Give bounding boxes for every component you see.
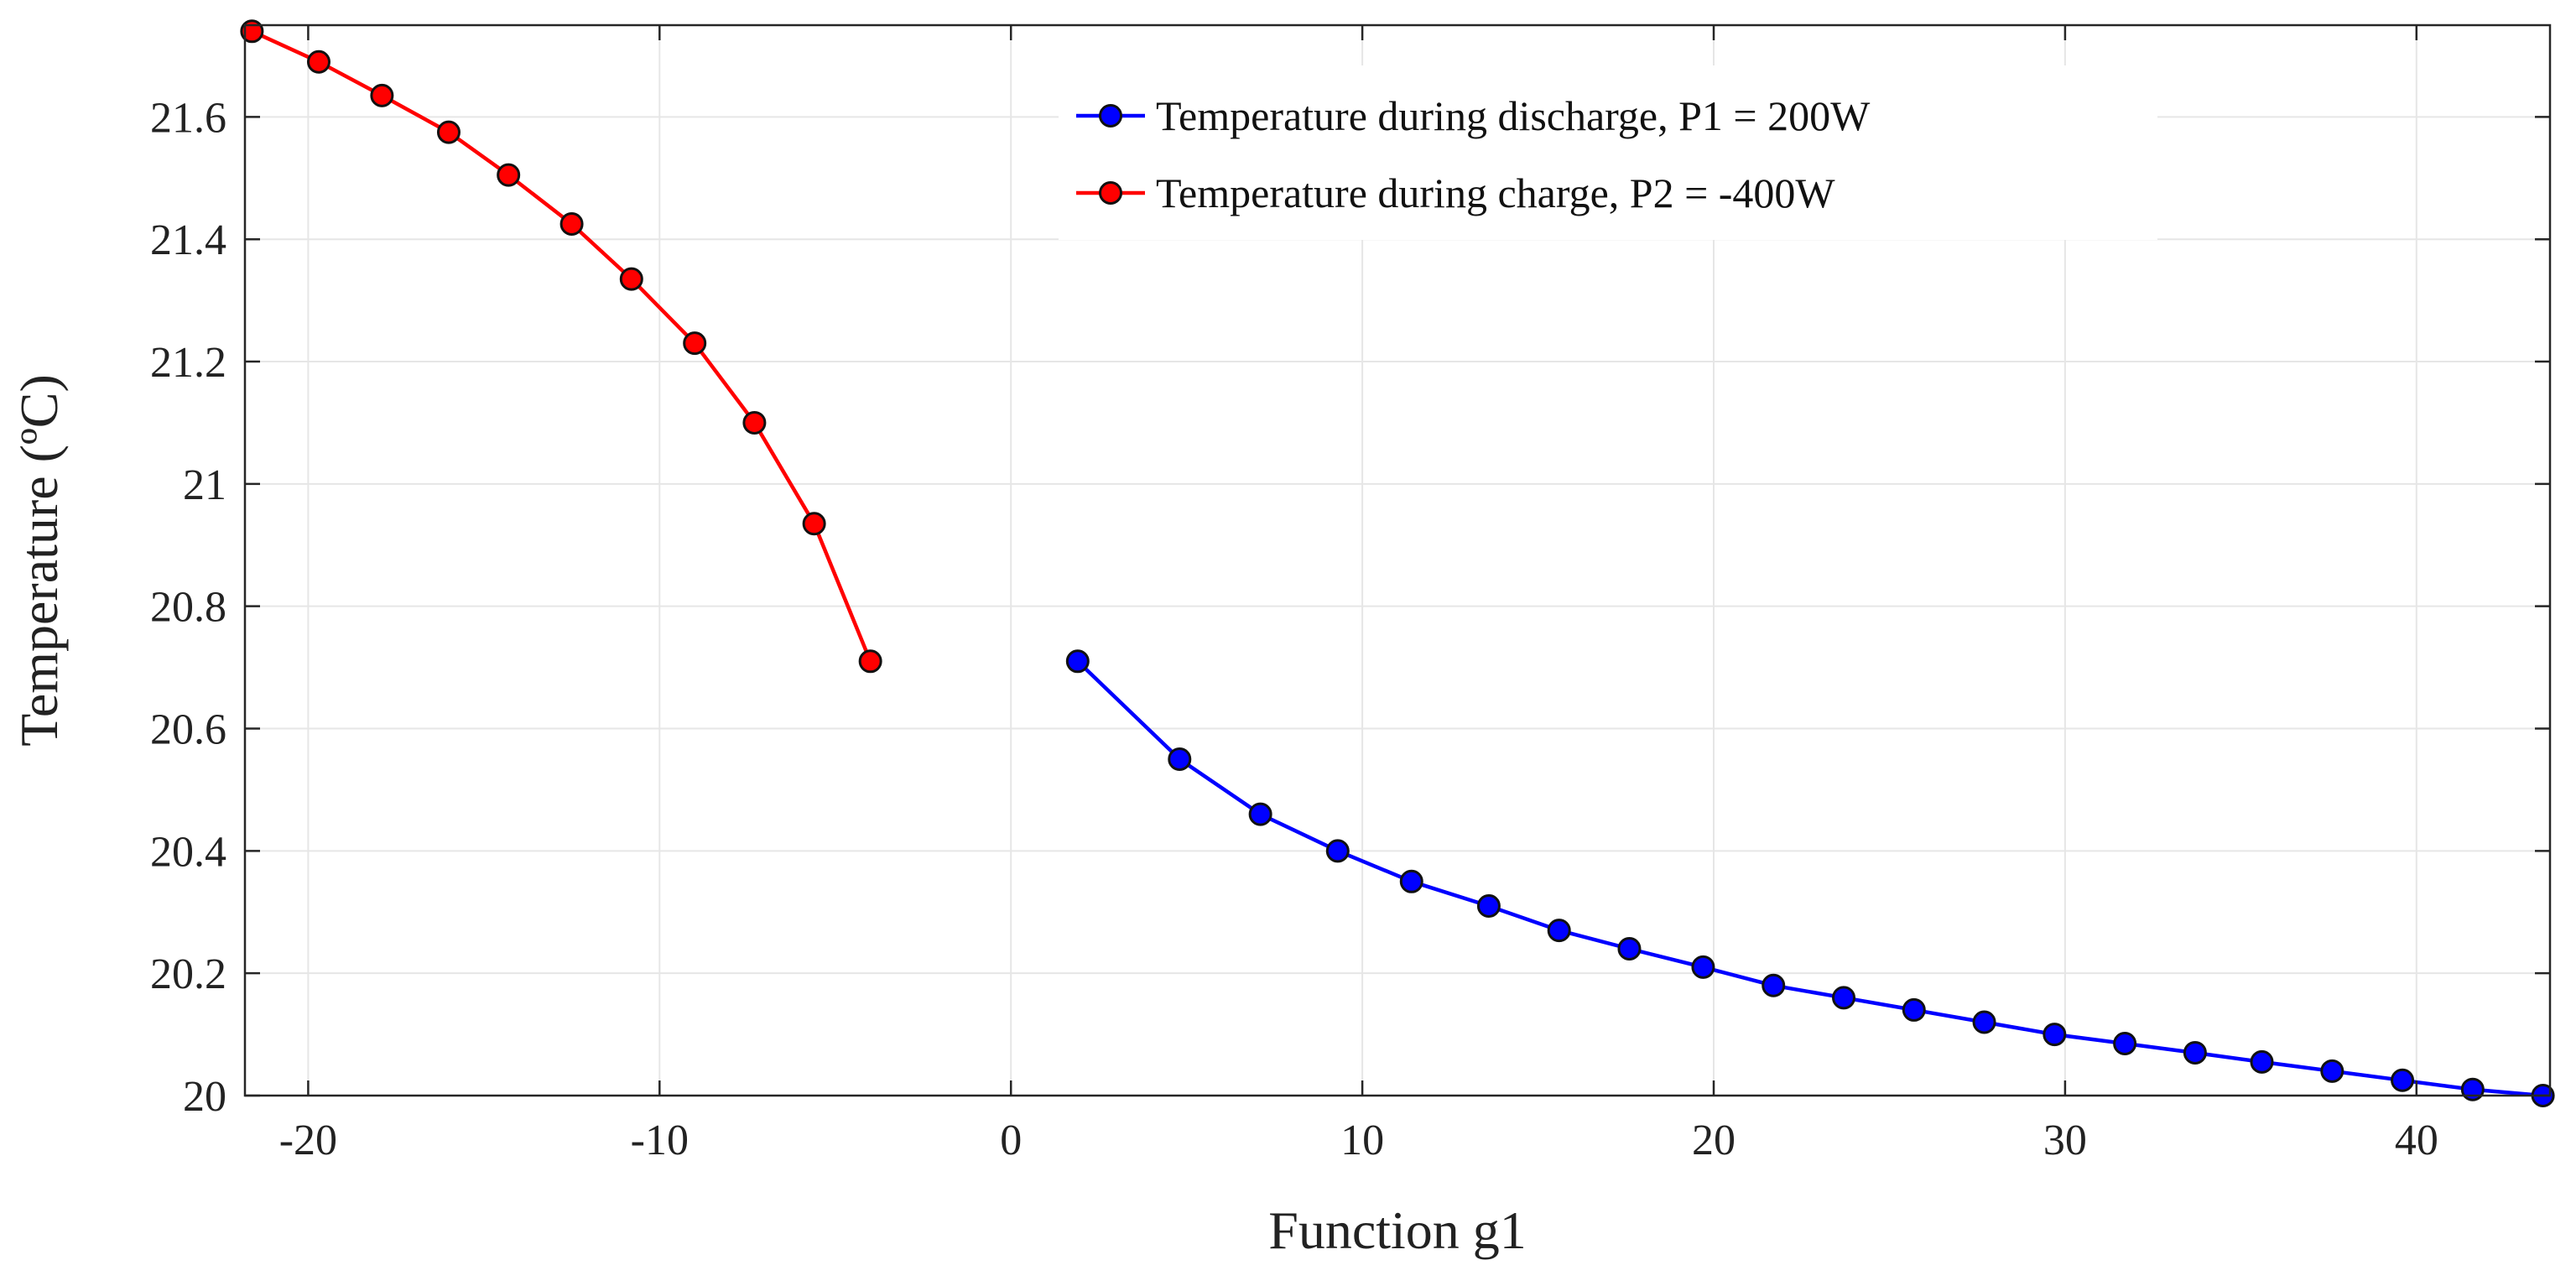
axis-ticks: -20 -10 0 10 20 30 40 20 20.2 20.4 20.6 20.8 21 21.2 2… [150, 25, 2550, 1164]
x-tick-label: 20 [1692, 1117, 1736, 1164]
data-point [1691, 955, 1715, 979]
data-point [2320, 1059, 2344, 1083]
data-point [683, 331, 707, 356]
x-axis-title: Function g1 [1268, 1200, 1527, 1260]
legend-marker [1099, 104, 1122, 128]
x-tick-label: 40 [2395, 1117, 2438, 1164]
legend-item: Temperature during charge, P2 = -400W [1076, 169, 1835, 216]
legend-label: Temperature during charge, P2 = -400W [1156, 169, 1835, 216]
y-axis-title: Temperature (ºC) [9, 374, 69, 747]
data-point [2043, 1023, 2067, 1047]
data-point [1762, 973, 1786, 997]
series-line [1076, 659, 2543, 1098]
data-point [1065, 649, 1090, 674]
data-point [1972, 1010, 1996, 1034]
data-point [1325, 839, 1350, 863]
y-tick-label: 21.2 [150, 339, 226, 387]
series-layer [240, 19, 2555, 1107]
data-point [559, 211, 584, 236]
data-point [306, 49, 330, 74]
y-tick-label: 20.8 [150, 584, 226, 632]
legend-item: Temperature during discharge, P1 = 200W [1076, 92, 1871, 139]
data-point [2460, 1077, 2485, 1101]
data-point [1476, 893, 1501, 918]
legend-marker [1099, 181, 1122, 205]
data-point [802, 512, 826, 536]
x-tick-label: 10 [1340, 1117, 1384, 1164]
series-0 [1065, 649, 2555, 1107]
plot-area-frame [243, 23, 2552, 1097]
y-tick-label: 21.4 [150, 216, 226, 264]
data-point [1168, 747, 1192, 771]
y-tick-label: 21 [183, 461, 226, 509]
data-point [2391, 1068, 2415, 1092]
data-point [1902, 997, 1926, 1022]
series-line [251, 29, 872, 663]
data-point [1399, 869, 1423, 893]
data-point [2113, 1032, 2137, 1056]
legend: Temperature during discharge, P1 = 200W T… [1059, 65, 2157, 240]
y-tick-label: 21.6 [150, 94, 226, 142]
legend-label: Temperature during discharge, P1 = 200W [1156, 92, 1871, 139]
y-tick-label: 20.6 [150, 706, 226, 754]
data-point [858, 649, 882, 674]
data-point [619, 267, 643, 291]
data-point [1248, 802, 1272, 826]
data-point [2250, 1049, 2274, 1074]
data-point [1617, 937, 1642, 961]
legend-box [1059, 65, 2157, 240]
x-tick-label: -20 [279, 1117, 337, 1164]
data-point [436, 120, 461, 144]
data-point [2183, 1040, 2207, 1065]
x-tick-label: 0 [1000, 1117, 1022, 1164]
y-tick-label: 20.4 [150, 828, 226, 876]
x-tick-label: 30 [2043, 1117, 2087, 1164]
y-tick-label: 20.2 [150, 950, 226, 998]
data-point [1547, 919, 1571, 943]
series-1 [240, 19, 882, 674]
data-point [1832, 986, 1856, 1010]
x-tick-label: -10 [631, 1117, 689, 1164]
y-tick-label: 20 [183, 1073, 226, 1121]
data-point [742, 410, 767, 435]
data-point [497, 163, 521, 187]
data-point [370, 83, 394, 107]
